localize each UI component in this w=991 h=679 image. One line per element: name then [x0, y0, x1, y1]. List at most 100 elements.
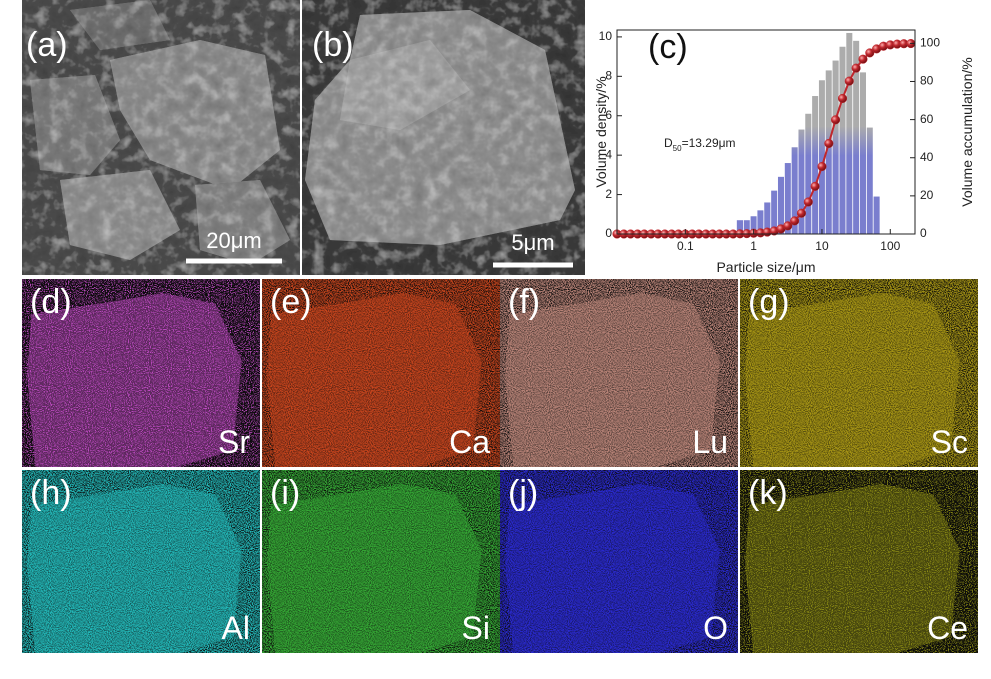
cumulative-marker — [810, 181, 820, 191]
map-signal — [740, 470, 978, 653]
eds-map — [262, 279, 500, 467]
element-label: Ca — [449, 424, 490, 460]
element-label: Sc — [931, 424, 968, 460]
element-label: Lu — [692, 424, 728, 460]
eds-map — [740, 470, 978, 653]
histogram-bar — [798, 129, 805, 234]
map-signal — [22, 279, 260, 467]
y2-tick-label: 40 — [920, 150, 934, 164]
panel-label: (i) — [270, 474, 300, 512]
eds-map — [500, 470, 738, 653]
map-signal — [740, 279, 978, 467]
panel-label: (b) — [312, 26, 354, 64]
element-label: Ce — [927, 610, 968, 646]
element-label: O — [703, 610, 728, 646]
map-signal — [500, 279, 738, 467]
cumulative-marker — [796, 208, 807, 218]
y-tick-label: 6 — [605, 108, 612, 122]
histogram-bar — [764, 202, 771, 234]
x-tick-label: 0.1 — [677, 239, 694, 253]
eds-map — [262, 470, 500, 653]
cumulative-marker — [824, 138, 834, 148]
map-signal — [262, 279, 500, 467]
y-tick-label: 8 — [605, 68, 612, 82]
y-tick-label: 2 — [605, 187, 612, 201]
panel-label: (f) — [508, 283, 540, 321]
cumulative-marker — [844, 76, 854, 86]
x-axis-label: Particle size/μm — [716, 259, 815, 275]
panel-label: (k) — [748, 474, 788, 512]
y-tick-label: 4 — [605, 147, 612, 161]
y2-axis-label: Volume accumulation/% — [959, 57, 975, 206]
plot-frame — [616, 29, 916, 235]
x-tick-label: 1 — [750, 239, 757, 253]
histogram-bar — [873, 196, 880, 234]
annotation: D50=13.29μm — [664, 136, 736, 153]
map-signal — [22, 470, 260, 653]
histogram-bar — [750, 216, 757, 234]
cumulative-marker — [851, 63, 861, 73]
histogram-bar — [846, 32, 853, 235]
cumulative-marker — [790, 216, 800, 226]
y2-tick-label: 20 — [920, 188, 934, 202]
cumulative-marker — [830, 115, 841, 125]
y2-tick-label: 0 — [920, 226, 927, 240]
panel-label: (c) — [648, 28, 688, 66]
histogram-bar — [791, 147, 798, 234]
y2-tick-label: 60 — [920, 112, 934, 126]
histogram-bar — [736, 220, 744, 234]
histogram-bar — [825, 70, 832, 235]
y2-tick-label: 80 — [920, 74, 934, 88]
panel-label: (g) — [748, 283, 790, 321]
histogram-bar — [777, 176, 785, 234]
cumulative-marker — [858, 54, 868, 64]
scale-bar-label: 5μm — [511, 230, 554, 255]
histogram-bar — [866, 127, 873, 234]
element-label: Si — [462, 610, 490, 646]
histogram-bar — [812, 96, 819, 234]
eds-map — [500, 279, 738, 467]
histogram-bar — [859, 72, 866, 235]
annotation-main: D — [664, 136, 673, 150]
panel-label: (j) — [508, 474, 538, 512]
histogram-bar — [784, 163, 791, 234]
y-tick-label: 10 — [599, 29, 613, 43]
histogram-bar — [839, 46, 846, 234]
annotation-sub: 50 — [673, 144, 682, 153]
histogram-bar — [743, 220, 750, 234]
panel-label: (e) — [270, 283, 312, 321]
eds-map — [22, 279, 260, 467]
y-axis-label: Volume density/% — [593, 76, 609, 187]
cumulative-marker — [837, 93, 848, 103]
eds-map — [740, 279, 978, 467]
particle-size-chart: (c) Particle size/μm Volume density/% Vo… — [593, 28, 975, 275]
cumulative-marker — [817, 161, 827, 172]
panel-label: (d) — [30, 283, 72, 321]
panel-label: (h) — [30, 474, 72, 512]
histogram-bar — [818, 80, 825, 235]
histogram-bar — [757, 210, 764, 234]
x-tick-label: 100 — [880, 239, 900, 253]
element-label: Sr — [218, 424, 250, 460]
histogram-bar — [771, 190, 778, 234]
histogram-bar — [805, 113, 812, 234]
panel-label: (a) — [26, 26, 68, 64]
histogram-bar — [832, 60, 839, 235]
sem-image-a — [22, 0, 300, 275]
x-tick-label: 10 — [815, 239, 829, 253]
sem-image-b — [302, 0, 585, 275]
map-signal — [500, 470, 738, 653]
cumulative-marker — [783, 221, 793, 231]
cumulative-marker — [803, 197, 813, 207]
y2-tick-label: 100 — [920, 36, 940, 50]
annotation-rest: =13.29μm — [682, 136, 736, 150]
element-label: Al — [222, 610, 250, 646]
y-tick-label: 0 — [605, 226, 612, 240]
cumulative-marker — [865, 48, 875, 58]
histogram-bar — [853, 40, 860, 235]
cumulative-line — [617, 42, 911, 235]
eds-map — [22, 470, 260, 653]
scale-bar-label: 20μm — [206, 228, 261, 253]
